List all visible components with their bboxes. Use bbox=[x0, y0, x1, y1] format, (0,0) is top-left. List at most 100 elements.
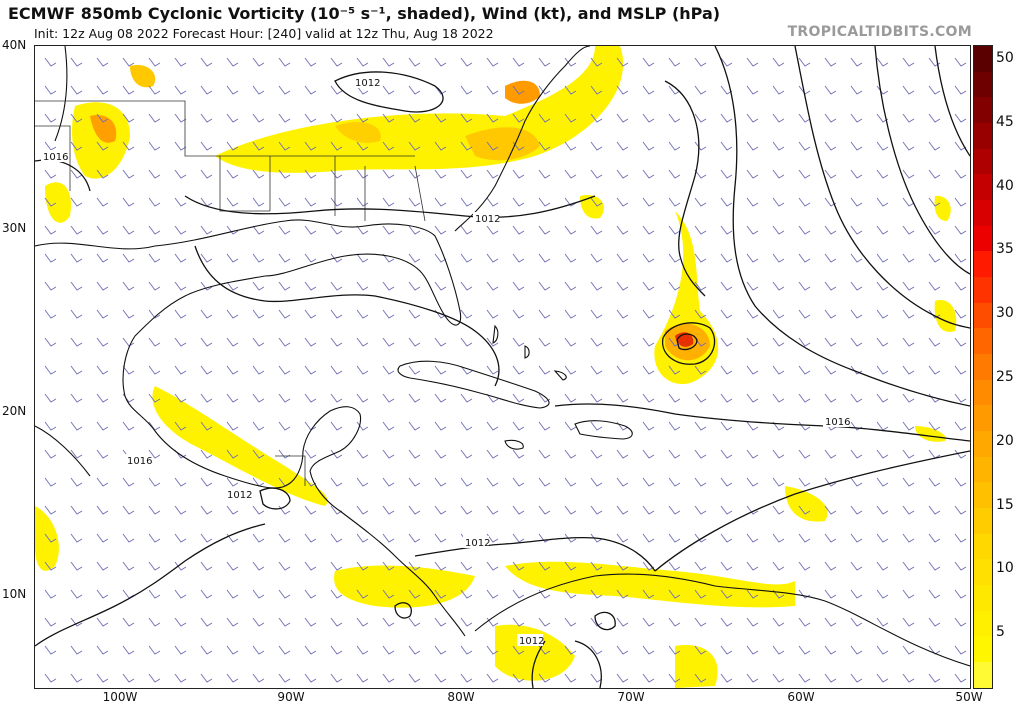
wind-barb bbox=[226, 449, 239, 459]
wind-barb bbox=[746, 141, 759, 151]
wind-barb bbox=[876, 225, 889, 235]
wind-barb bbox=[226, 141, 239, 151]
wind-barb bbox=[408, 393, 421, 403]
wind-barb bbox=[616, 617, 629, 627]
wind-barb bbox=[590, 421, 603, 431]
wind-barb bbox=[174, 57, 187, 67]
wind-barb bbox=[642, 113, 655, 123]
wind-barb bbox=[148, 57, 161, 67]
wind-barb bbox=[486, 505, 499, 515]
wind-barb bbox=[382, 617, 395, 627]
wind-barb bbox=[122, 85, 135, 95]
wind-barb bbox=[694, 57, 707, 67]
wind-barb bbox=[720, 225, 733, 235]
colorbar-segment bbox=[974, 482, 992, 509]
wind-barb bbox=[616, 449, 629, 459]
wind-barb bbox=[538, 337, 551, 347]
wind-barb bbox=[616, 197, 629, 207]
wind-barb bbox=[564, 421, 577, 431]
wind-barb bbox=[590, 225, 603, 235]
wind-barb bbox=[304, 617, 317, 627]
wind-barb bbox=[902, 421, 915, 431]
wind-barb bbox=[538, 449, 551, 459]
wind-barb bbox=[174, 113, 187, 123]
wind-barb bbox=[356, 477, 369, 487]
wind-barb bbox=[226, 57, 239, 67]
wind-barb bbox=[304, 169, 317, 179]
wind-barb bbox=[278, 113, 291, 123]
colorbar-segment bbox=[974, 533, 992, 560]
wind-barb bbox=[96, 589, 109, 599]
wind-barb bbox=[850, 197, 863, 207]
wind-barb bbox=[382, 169, 395, 179]
wind-barb bbox=[642, 617, 655, 627]
wind-barb bbox=[356, 197, 369, 207]
wind-barb bbox=[798, 225, 811, 235]
wind-barb bbox=[876, 141, 889, 151]
wind-barb bbox=[798, 309, 811, 319]
wind-barb bbox=[96, 449, 109, 459]
wind-barb bbox=[408, 421, 421, 431]
wind-barb bbox=[902, 589, 915, 599]
wind-barb bbox=[642, 505, 655, 515]
wind-barb bbox=[590, 113, 603, 123]
wind-barb bbox=[824, 477, 837, 487]
wind-barb bbox=[356, 309, 369, 319]
wind-barb bbox=[902, 225, 915, 235]
wind-barb bbox=[824, 393, 837, 403]
wind-barb bbox=[44, 533, 57, 543]
wind-barb bbox=[434, 673, 447, 683]
wind-barb bbox=[720, 337, 733, 347]
wind-barb bbox=[330, 169, 343, 179]
wind-barb bbox=[642, 365, 655, 375]
wind-barb bbox=[434, 449, 447, 459]
lon-label-90w: 90W bbox=[277, 690, 305, 704]
wind-barb bbox=[850, 533, 863, 543]
wind-barb bbox=[304, 337, 317, 347]
wind-barb bbox=[746, 281, 759, 291]
wind-barb bbox=[694, 449, 707, 459]
wind-barb bbox=[226, 169, 239, 179]
wind-barb bbox=[434, 113, 447, 123]
wind-barb bbox=[44, 645, 57, 655]
wind-barb bbox=[278, 533, 291, 543]
wind-barb bbox=[356, 113, 369, 123]
wind-barb bbox=[278, 645, 291, 655]
wind-barb bbox=[252, 393, 265, 403]
wind-barb bbox=[434, 645, 447, 655]
wind-barb bbox=[356, 673, 369, 683]
wind-barb bbox=[928, 225, 941, 235]
wind-barb bbox=[96, 673, 109, 683]
wind-barb bbox=[772, 589, 785, 599]
wind-barb bbox=[616, 57, 629, 67]
colorbar-segment bbox=[974, 508, 992, 534]
wind-barb bbox=[330, 645, 343, 655]
colorbar-segment bbox=[974, 405, 992, 432]
wind-barb bbox=[616, 309, 629, 319]
wind-barb bbox=[876, 505, 889, 515]
wind-barb bbox=[876, 589, 889, 599]
isobar-label: 1016 bbox=[825, 417, 850, 428]
wind-barb bbox=[226, 561, 239, 571]
wind-barb bbox=[434, 169, 447, 179]
wind-barb bbox=[928, 561, 941, 571]
wind-barb bbox=[70, 505, 83, 515]
wind-barb bbox=[772, 421, 785, 431]
wind-barb bbox=[668, 505, 681, 515]
wind-barb bbox=[876, 57, 889, 67]
wind-barb bbox=[304, 589, 317, 599]
wind-barb bbox=[434, 281, 447, 291]
wind-barb bbox=[772, 337, 785, 347]
wind-barb bbox=[96, 309, 109, 319]
wind-barb bbox=[642, 673, 655, 683]
wind-barb bbox=[330, 197, 343, 207]
wind-barb bbox=[902, 169, 915, 179]
wind-barb bbox=[746, 533, 759, 543]
wind-barb bbox=[772, 365, 785, 375]
wind-barb bbox=[668, 645, 681, 655]
colorbar-tick-label: 50 bbox=[996, 50, 1014, 66]
wind-barb bbox=[668, 281, 681, 291]
wind-barb bbox=[434, 337, 447, 347]
wind-barb bbox=[174, 617, 187, 627]
wind-barb bbox=[720, 57, 733, 67]
